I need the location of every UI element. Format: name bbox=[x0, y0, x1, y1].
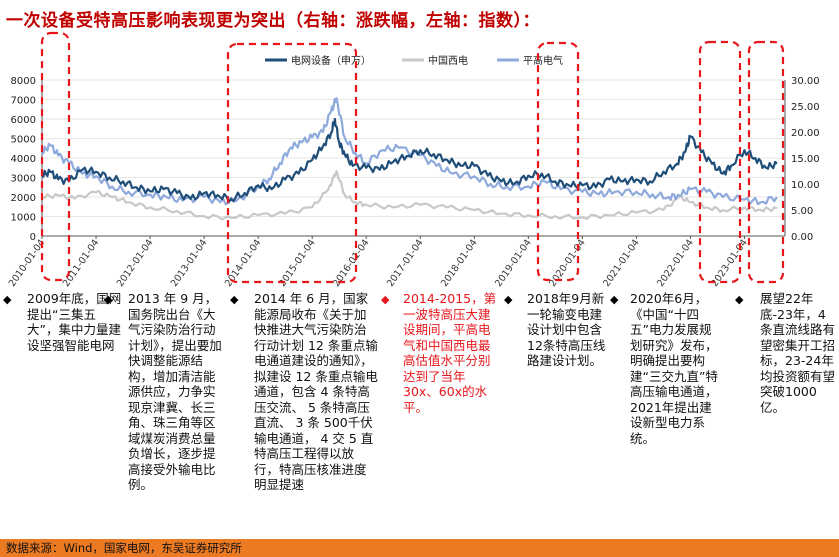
left-tick-label: 7000 bbox=[11, 96, 36, 107]
x-tick-label: 2021-01-04 bbox=[601, 237, 642, 289]
left-tick-label: 5000 bbox=[11, 135, 36, 146]
series-lines bbox=[41, 97, 778, 221]
x-tick-label: 2013-01-04 bbox=[169, 237, 210, 289]
grid-lines bbox=[41, 79, 786, 237]
right-tick-label: 20.00 bbox=[791, 128, 820, 139]
right-tick-label: 0.00 bbox=[791, 232, 813, 243]
note-2018: 2018年9月新一轮输变电建设计划中包含12条特高压线路建设计划。 bbox=[527, 291, 606, 368]
bullet-2013: ◆ bbox=[104, 293, 113, 306]
left-tick-label: 4000 bbox=[11, 154, 36, 165]
source-text: 数据来源：Wind，国家电网，东吴证券研究所 bbox=[6, 541, 242, 555]
highlight-boxes bbox=[40, 31, 785, 284]
legend: 电网设备（申万） 中国西电 平高电气 bbox=[265, 54, 563, 67]
x-tick-label: 2022-01-04 bbox=[655, 237, 696, 289]
left-axis-ticks: 0 1000 2000 3000 4000 5000 6000 7000 8000 bbox=[11, 76, 36, 243]
right-tick-label: 10.00 bbox=[791, 180, 820, 191]
note-2022: 展望22年底-23年，4条直流线路有望密集开工招标，23-24年均投资额有望突破… bbox=[760, 291, 836, 415]
note-2020: 2020年6月，《中国“十四五”电力发展规划研究》发布，明确提出要构建“三交九直… bbox=[630, 291, 718, 446]
bullet-2018: ◆ bbox=[504, 293, 513, 306]
legend-label: 中国西电 bbox=[428, 54, 468, 67]
note-2014: 2014 年 6 月，国家能源局收布《关于加快推进大气污染防治行动计划 12 条… bbox=[254, 291, 378, 492]
left-tick-label: 2000 bbox=[11, 193, 36, 204]
right-tick-label: 15.00 bbox=[791, 154, 820, 165]
x-tick-label: 2018-01-04 bbox=[439, 237, 480, 289]
right-tick-label: 25.00 bbox=[791, 102, 820, 113]
right-axis-ticks: 0.00 5.00 10.00 15.00 20.00 25.00 30.00 bbox=[791, 76, 820, 243]
left-tick-label: 8000 bbox=[11, 76, 36, 87]
highlight-box bbox=[747, 40, 785, 284]
bullet-2014: ◆ bbox=[230, 293, 239, 306]
series-line-0 bbox=[41, 117, 778, 203]
bullet-2014-2015: ◆ bbox=[381, 293, 390, 306]
legend-label: 电网设备（申万） bbox=[291, 54, 371, 67]
series-line-2 bbox=[41, 97, 778, 206]
left-tick-label: 3000 bbox=[11, 174, 36, 185]
x-tick-label: 2020-01-04 bbox=[547, 237, 588, 289]
x-tick-label: 2011-01-04 bbox=[61, 237, 102, 289]
highlight-box bbox=[40, 31, 71, 282]
left-tick-label: 0 bbox=[30, 232, 36, 243]
x-tick-label: 2017-01-04 bbox=[385, 237, 426, 289]
left-tick-label: 1000 bbox=[11, 213, 36, 224]
left-tick-label: 6000 bbox=[11, 115, 36, 126]
highlight-box bbox=[226, 42, 358, 284]
bullet-2009: ◆ bbox=[3, 293, 12, 306]
x-tick-label: 2023-01-04 bbox=[709, 237, 750, 289]
note-2013: 2013 年 9 月，国务院出台《大气污染防治行动计划》，提出要加快调整能源结构… bbox=[128, 291, 222, 492]
note-2009: 2009年底，国网提出“三集五大”，集中力量建设坚强智能电网 bbox=[27, 291, 122, 353]
right-tick-label: 5.00 bbox=[791, 206, 813, 217]
x-tick-label: 2012-01-04 bbox=[115, 237, 156, 289]
x-axis-ticks: 2010-01-04 2011-01-04 2012-01-04 2013-01-04… bbox=[7, 236, 750, 289]
highlight-box bbox=[536, 41, 580, 282]
bullet-2020: ◆ bbox=[610, 293, 619, 306]
x-tick-label: 2019-01-04 bbox=[493, 237, 534, 289]
legend-label: 平高电气 bbox=[523, 54, 563, 67]
note-2014-2015: 2014-2015，第一波特高压大建设期间，平高电气和中国西电最高估值水平分别达… bbox=[403, 291, 497, 415]
bullet-2022: ◆ bbox=[735, 293, 744, 306]
footer-source: 数据来源：Wind，国家电网，东吴证券研究所 bbox=[0, 539, 839, 557]
chart-title: 一次设备受特高压影响表现更为突出（右轴：涨跌幅，左轴：指数）： bbox=[6, 11, 540, 31]
line-chart: 0 1000 2000 3000 4000 5000 6000 7000 8000 0.00 5.… bbox=[7, 31, 820, 289]
right-tick-label: 30.00 bbox=[791, 76, 820, 87]
highlight-box bbox=[698, 40, 742, 284]
